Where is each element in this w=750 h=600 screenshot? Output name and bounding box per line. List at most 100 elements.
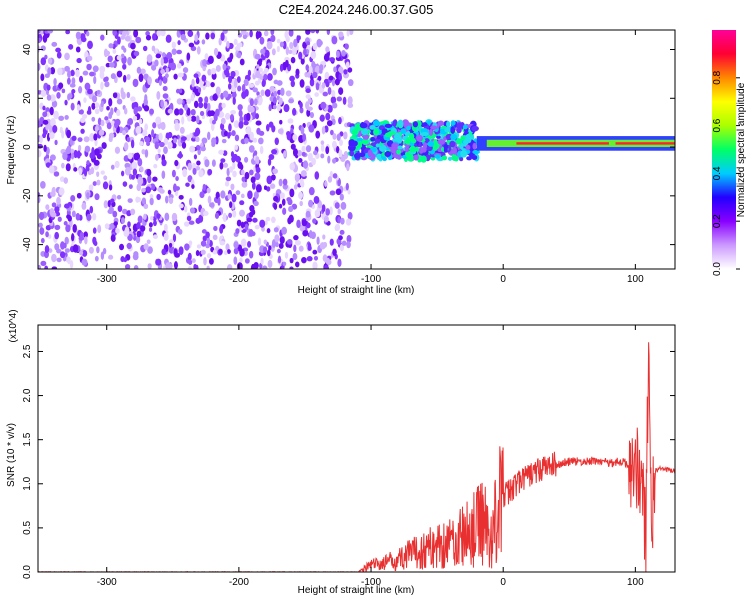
heatmap-cell — [329, 206, 333, 216]
heatmap-cell — [201, 74, 207, 82]
heatmap-cell — [168, 242, 173, 248]
heatmap-cell — [394, 132, 401, 141]
heatmap-cell — [264, 89, 271, 97]
heatmap-cell — [254, 80, 260, 86]
heatmap-cell — [258, 137, 264, 145]
heatmap-cell — [87, 88, 93, 95]
heatmap-cell — [271, 48, 276, 56]
heatmap-cell — [313, 150, 318, 156]
heatmap-cell — [77, 144, 82, 152]
heatmap-cell — [195, 115, 200, 124]
heatmap-cell — [207, 68, 212, 76]
heatmap-cell — [149, 197, 154, 206]
heatmap-cell — [56, 91, 61, 99]
heatmap-cell — [149, 108, 155, 115]
heatmap-cell — [289, 266, 294, 269]
heatmap-cell — [324, 180, 328, 187]
heatmap-cell — [420, 131, 429, 137]
heatmap-cell — [56, 196, 61, 205]
heatmap-cell — [320, 140, 325, 145]
heatmap-cell — [83, 136, 90, 143]
colorbar — [712, 30, 736, 269]
heatmap-cell — [50, 67, 56, 75]
heatmap-cell — [132, 101, 139, 109]
heatmap-cell — [143, 213, 147, 220]
heatmap-cell — [42, 132, 47, 139]
heatmap-cell — [128, 184, 133, 189]
heatmap-cell — [194, 33, 199, 42]
bottom-axis-ticks: -300 -200 -100 0 100 0.0 0.5 1.0 1.5 2.0 2.5 — [22, 325, 675, 588]
heatmap-cell — [422, 142, 428, 150]
colorbar-tick-label: 0.2 — [712, 214, 723, 228]
heatmap-cell — [42, 111, 48, 118]
heatmap-cell — [133, 30, 139, 38]
heatmap-cell — [113, 121, 119, 129]
heatmap-cell — [331, 140, 337, 149]
heatmap-cell — [299, 224, 306, 232]
heatmap-cell — [416, 134, 423, 142]
heatmap-cell — [178, 151, 182, 159]
heatmap-cell — [292, 107, 297, 116]
heatmap-cell — [343, 131, 348, 140]
heatmap-cell — [233, 256, 238, 265]
heatmap-cell — [103, 175, 108, 181]
heatmap-cell — [232, 209, 237, 218]
heatmap-cell — [123, 142, 129, 151]
heatmap-cell — [92, 227, 97, 234]
heatmap-cell — [151, 129, 155, 138]
heatmap-cell — [159, 189, 165, 194]
heatmap-cell — [273, 203, 278, 210]
heatmap-cell — [305, 88, 311, 94]
heatmap-cell — [79, 231, 85, 239]
heatmap-cell — [113, 221, 118, 226]
heatmap-cell — [309, 229, 313, 239]
heatmap-cell — [136, 230, 142, 238]
heatmap-cell — [176, 98, 183, 105]
heatmap-cell — [319, 64, 324, 71]
heatmap-cell — [312, 43, 318, 51]
heatmap-cell — [94, 125, 99, 133]
heatmap-cell — [397, 154, 402, 160]
heatmap-cell — [49, 94, 56, 102]
heatmap-cell — [184, 104, 188, 111]
heatmap-cell — [71, 89, 76, 94]
heatmap-cell — [244, 137, 249, 144]
heatmap-cell — [188, 220, 195, 225]
heatmap-cell — [84, 145, 91, 153]
heatmap-cell — [211, 159, 216, 167]
heatmap-cell — [357, 140, 363, 149]
heatmap-cell — [142, 45, 148, 52]
heatmap-cell — [447, 156, 453, 161]
heatmap-cell — [183, 221, 190, 227]
heatmap-cell — [127, 152, 133, 160]
heatmap-cell — [193, 131, 200, 137]
heatmap-cell — [311, 157, 316, 166]
heatmap-cell — [97, 117, 102, 126]
heatmap-cell — [292, 133, 298, 141]
heatmap-cell — [182, 168, 188, 178]
heatmap-cell — [175, 186, 181, 191]
heatmap-cell — [84, 82, 91, 91]
heatmap-cell — [89, 205, 94, 214]
heatmap-cell — [83, 97, 87, 103]
heatmap-cell — [58, 82, 64, 90]
heatmap-cell — [38, 222, 43, 228]
heatmap-cell — [253, 200, 259, 207]
y-tick-label: 0.0 — [22, 565, 33, 579]
heatmap-cell — [254, 53, 261, 60]
heatmap-cell — [135, 235, 141, 244]
heatmap-cell — [284, 59, 289, 68]
heatmap-cell — [247, 190, 253, 200]
heatmap-cell — [119, 243, 125, 251]
heatmap-cell — [459, 156, 464, 162]
heatmap-cell — [138, 118, 143, 124]
heatmap-cell — [160, 68, 166, 75]
heatmap-cell — [472, 149, 481, 155]
heatmap-cell — [64, 115, 69, 120]
top-x-axis-label: Height of straight line (km) — [298, 285, 415, 296]
heatmap-cell — [320, 153, 325, 159]
heatmap-cell — [434, 154, 441, 159]
x-tick-label: -300 — [97, 274, 117, 285]
heatmap-cell — [207, 102, 211, 112]
heatmap-cell — [455, 138, 462, 145]
